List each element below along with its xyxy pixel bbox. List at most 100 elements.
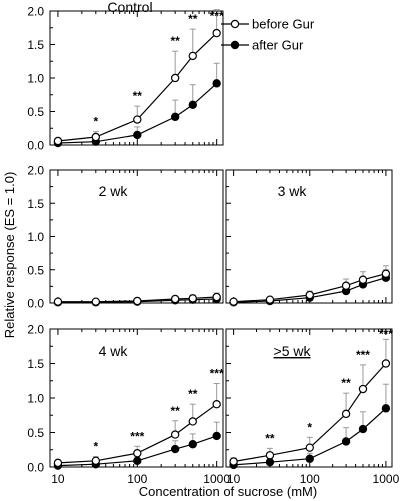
panel-0: 0.00.51.01.52.0 Control******* ***before G… bbox=[27, 0, 315, 153]
y-tick-label: 2.0 bbox=[27, 323, 44, 337]
significance-label: * bbox=[93, 440, 98, 454]
data-point bbox=[188, 417, 197, 426]
data-point bbox=[170, 112, 180, 122]
data-point bbox=[265, 457, 275, 467]
data-point bbox=[188, 294, 197, 303]
y-tick-label: 0.0 bbox=[27, 297, 44, 311]
panel-title: 2 wk bbox=[99, 183, 129, 199]
data-point bbox=[212, 431, 221, 441]
y-tick-label: 2.0 bbox=[27, 164, 44, 178]
y-tick-label: 1.5 bbox=[27, 197, 44, 211]
data-point bbox=[170, 430, 180, 439]
series-after-gur bbox=[53, 62, 221, 148]
y-tick-label: 1.5 bbox=[27, 38, 44, 52]
significance-label: * bbox=[93, 115, 98, 129]
panel-title: 3 wk bbox=[278, 183, 308, 199]
significance-label: ** bbox=[341, 376, 351, 390]
panel-1: 0.0 0.5 1.0 1.5 2.0 2 wk bbox=[27, 164, 224, 311]
significance-label: *** bbox=[130, 429, 144, 443]
series-line bbox=[233, 363, 387, 463]
significance-label: ** bbox=[170, 404, 180, 418]
y-tick-label: 0.0 bbox=[27, 139, 44, 153]
data-point bbox=[229, 297, 238, 306]
data-point bbox=[358, 275, 368, 284]
data-point bbox=[170, 444, 180, 454]
data-point bbox=[212, 400, 221, 409]
data-point bbox=[53, 136, 63, 146]
data-point bbox=[133, 456, 142, 465]
legend-marker bbox=[230, 19, 240, 29]
y-tick-label: 2.0 bbox=[27, 5, 44, 19]
data-point bbox=[53, 458, 63, 468]
significance-label: ** bbox=[188, 387, 198, 401]
data-point bbox=[358, 424, 368, 434]
significance-label: *** bbox=[210, 9, 224, 23]
data-point bbox=[305, 454, 314, 463]
y-tick-label: 0.5 bbox=[27, 263, 44, 277]
series-line bbox=[57, 82, 218, 144]
data-point bbox=[381, 359, 391, 368]
y-axis-label: Relative response (ES = 1.0) bbox=[2, 172, 17, 339]
data-point bbox=[229, 457, 238, 466]
data-point bbox=[212, 292, 221, 302]
panel-frame bbox=[49, 169, 224, 304]
series-before-gur bbox=[229, 265, 391, 306]
significance-label: * bbox=[307, 420, 312, 434]
data-point bbox=[170, 294, 180, 304]
y-tick-label: 1.0 bbox=[27, 72, 44, 86]
data-point bbox=[265, 451, 275, 460]
legend-marker bbox=[230, 40, 240, 50]
x-tick-label: 1000 bbox=[203, 472, 230, 486]
significance-label: ** bbox=[170, 34, 180, 48]
x-axis-label: Concentration of sucrose (mM) bbox=[139, 484, 317, 499]
series-line bbox=[57, 435, 217, 467]
significance-label: *** bbox=[356, 348, 370, 362]
significance-label: ** bbox=[188, 12, 198, 26]
data-point bbox=[188, 51, 197, 61]
y-tick-label: 0.5 bbox=[27, 426, 44, 440]
panel-title: >5 wk bbox=[274, 343, 312, 359]
data-point bbox=[133, 115, 142, 124]
data-point bbox=[341, 281, 351, 290]
series-line bbox=[57, 403, 218, 464]
legend-label: before Gur bbox=[252, 17, 315, 32]
data-point bbox=[212, 79, 221, 88]
data-point bbox=[133, 130, 142, 140]
x-tick-label: 100 bbox=[127, 472, 147, 486]
data-point bbox=[381, 404, 391, 413]
significance-label: ** bbox=[265, 431, 275, 445]
series-line bbox=[233, 407, 387, 466]
data-point bbox=[91, 456, 100, 465]
data-point bbox=[341, 437, 351, 446]
data-point bbox=[133, 449, 142, 458]
panel-frame bbox=[49, 10, 224, 146]
data-point bbox=[188, 100, 197, 110]
series-before-gur bbox=[53, 292, 221, 306]
data-point bbox=[358, 384, 368, 394]
data-point bbox=[341, 409, 351, 419]
data-point bbox=[133, 296, 142, 306]
data-point bbox=[91, 132, 100, 142]
series-before-gur bbox=[53, 9, 221, 146]
significance-label: ** bbox=[133, 89, 143, 103]
x-tick-label: 10 bbox=[51, 472, 65, 486]
significance-label: *** bbox=[379, 327, 393, 341]
panels-group: 0.00.51.01.52.0 Control******* ***before G… bbox=[27, 0, 399, 486]
y-tick-label: 1.0 bbox=[27, 392, 44, 406]
y-tick-label: 0.0 bbox=[27, 461, 44, 475]
data-point bbox=[53, 297, 63, 306]
data-point bbox=[212, 28, 221, 38]
legend-label: after Gur bbox=[252, 38, 304, 53]
y-tick-label: 1.5 bbox=[27, 357, 44, 371]
series-line bbox=[57, 32, 218, 142]
y-tick-label: 1.0 bbox=[27, 230, 44, 244]
panel-title: Control bbox=[107, 0, 152, 15]
data-point bbox=[305, 443, 314, 452]
data-point bbox=[305, 290, 314, 300]
x-tick-label: 10 bbox=[227, 472, 241, 486]
data-point bbox=[91, 297, 100, 306]
data-point bbox=[170, 73, 180, 83]
y-tick-label: 0.5 bbox=[27, 105, 44, 119]
data-point bbox=[188, 440, 197, 449]
